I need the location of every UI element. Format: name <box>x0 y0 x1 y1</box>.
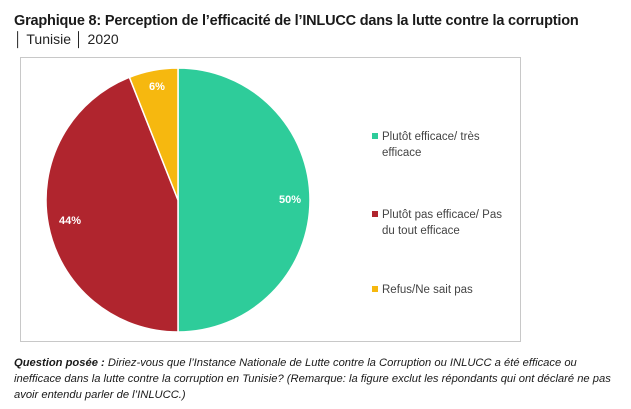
legend-swatch-efficace <box>372 133 378 139</box>
legend-item-refus: Refus/Ne sait pas <box>372 282 512 298</box>
legend-label-refus: Refus/Ne sait pas <box>382 284 473 296</box>
legend-label-efficace: Plutôt efficace/ très efficace <box>382 131 480 159</box>
chart-title: Graphique 8: Perception de l’efficacité … <box>14 13 579 29</box>
pie-slice-2 <box>128 67 179 201</box>
footnote-label: Question posée : <box>14 357 105 369</box>
legend-swatch-pas-efficace <box>372 211 378 217</box>
pie-data-label-1: 44% <box>59 215 81 227</box>
legend-label-pas-efficace: Plutôt pas efficace/ Pas du tout efficac… <box>382 209 502 237</box>
pie-data-label-0: 50% <box>279 194 301 206</box>
pie-data-label-2: 6% <box>149 81 165 93</box>
pie-slice-0 <box>177 67 311 333</box>
legend-item-pas-efficace: Plutôt pas efficace/ Pas du tout efficac… <box>372 207 512 239</box>
footnote: Question posée : Diriez-vous que l’Insta… <box>14 355 614 403</box>
pie-slice-1 <box>45 76 179 333</box>
chart-frame <box>20 57 521 342</box>
footnote-text: Diriez-vous que l’Instance Nationale de … <box>14 357 611 401</box>
legend-swatch-refus <box>372 286 378 292</box>
chart-subtitle: │ Tunisie │ 2020 <box>14 31 119 47</box>
legend-item-efficace: Plutôt efficace/ très efficace <box>372 129 512 161</box>
